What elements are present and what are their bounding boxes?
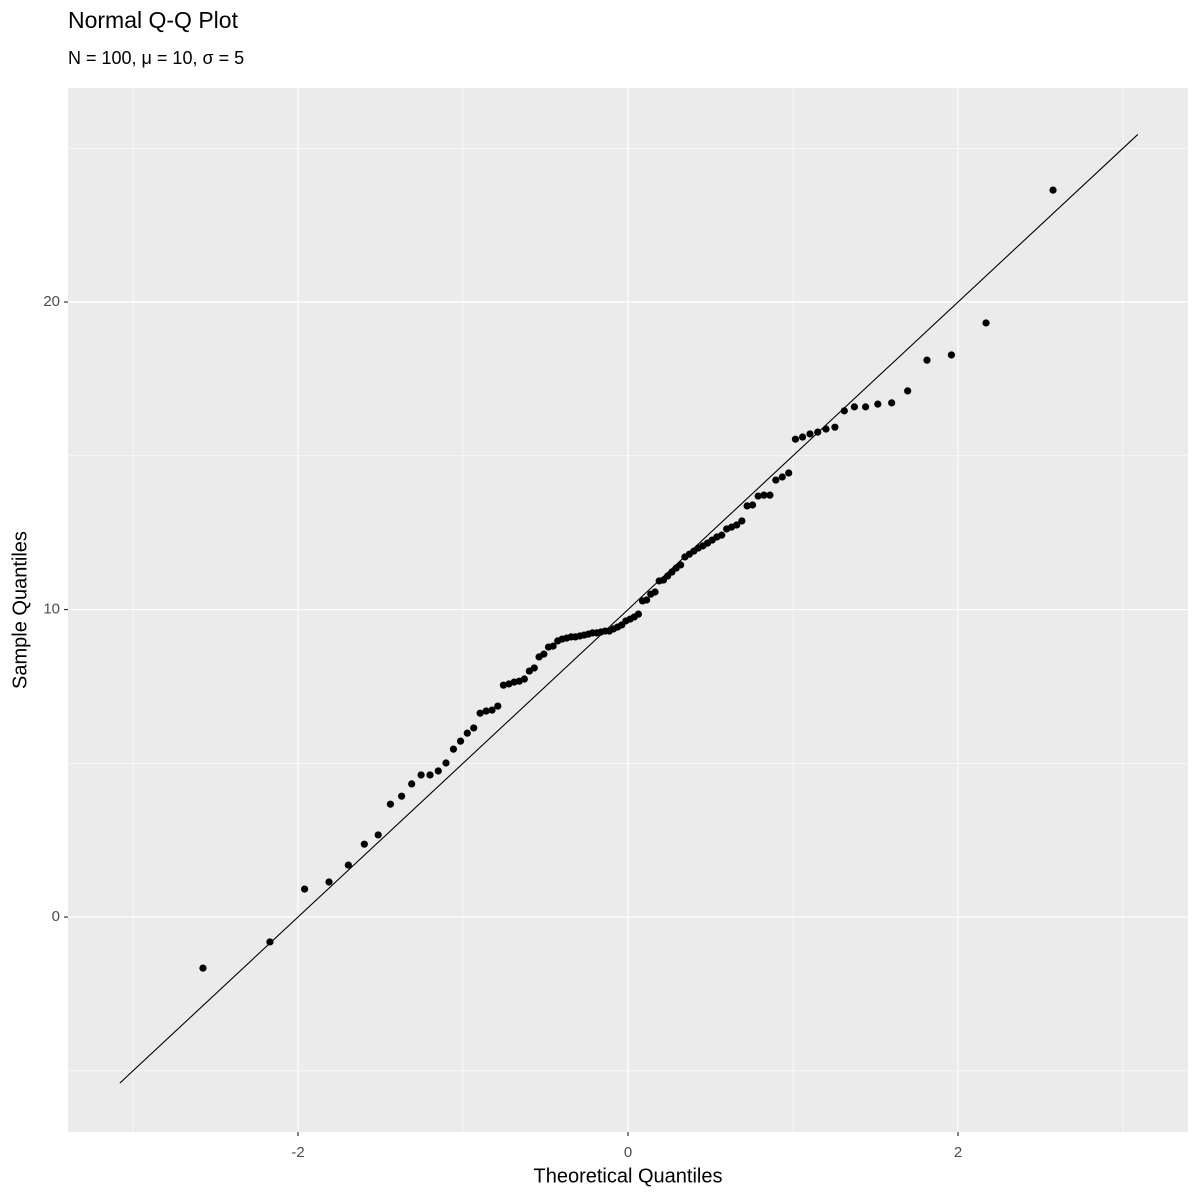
point	[888, 399, 896, 407]
point	[806, 430, 814, 438]
point	[301, 885, 309, 893]
point	[199, 964, 207, 972]
point	[874, 400, 882, 408]
point	[822, 425, 830, 433]
point	[344, 861, 352, 869]
point	[831, 423, 839, 431]
point	[748, 501, 757, 509]
point	[904, 387, 912, 395]
point	[778, 473, 786, 481]
point	[814, 428, 822, 436]
chart-subtitle: N = 100, μ = 10, σ = 5	[68, 48, 244, 68]
point	[947, 351, 955, 359]
point	[386, 800, 395, 808]
point	[520, 675, 528, 683]
y-tick-label: 0	[52, 908, 60, 925]
point	[488, 706, 496, 714]
point	[530, 664, 538, 672]
point	[754, 492, 762, 500]
point	[434, 767, 442, 775]
point	[442, 759, 450, 767]
point	[470, 724, 478, 732]
point	[733, 521, 741, 529]
point	[325, 878, 333, 886]
point	[861, 403, 870, 411]
point	[677, 561, 685, 569]
point	[643, 596, 651, 604]
point	[718, 531, 726, 539]
chart-title: Normal Q-Q Plot	[68, 7, 239, 33]
x-tick-label: 2	[954, 1144, 962, 1161]
point	[417, 771, 425, 779]
point	[456, 737, 465, 745]
point	[549, 642, 557, 650]
x-tick-label: -2	[291, 1144, 304, 1161]
y-tick-label: 10	[43, 601, 60, 618]
point	[499, 681, 508, 689]
reference-line	[119, 134, 1139, 1084]
point	[482, 707, 490, 715]
point	[374, 831, 382, 839]
point	[360, 840, 368, 848]
y-tick-label: 20	[43, 293, 60, 310]
point	[923, 356, 931, 364]
point	[408, 780, 416, 788]
point	[850, 403, 858, 411]
point	[760, 491, 768, 499]
point	[982, 319, 990, 327]
point	[840, 407, 848, 415]
y-axis-title: Sample Quantiles	[9, 531, 31, 689]
point	[791, 435, 800, 443]
point	[494, 702, 502, 710]
point	[540, 650, 548, 658]
point	[651, 588, 659, 596]
point	[476, 709, 484, 717]
point	[449, 745, 458, 753]
point	[426, 771, 434, 779]
point	[634, 610, 642, 618]
point	[743, 502, 751, 510]
point	[785, 469, 793, 477]
x-axis-title: Theoretical Quantiles	[534, 1165, 723, 1187]
point	[266, 938, 274, 946]
point	[798, 433, 807, 441]
point	[738, 517, 746, 525]
point	[463, 729, 471, 737]
point	[398, 792, 406, 800]
x-tick-label: 0	[624, 1144, 632, 1161]
point	[1049, 186, 1057, 194]
point	[766, 491, 774, 499]
point	[772, 476, 780, 484]
